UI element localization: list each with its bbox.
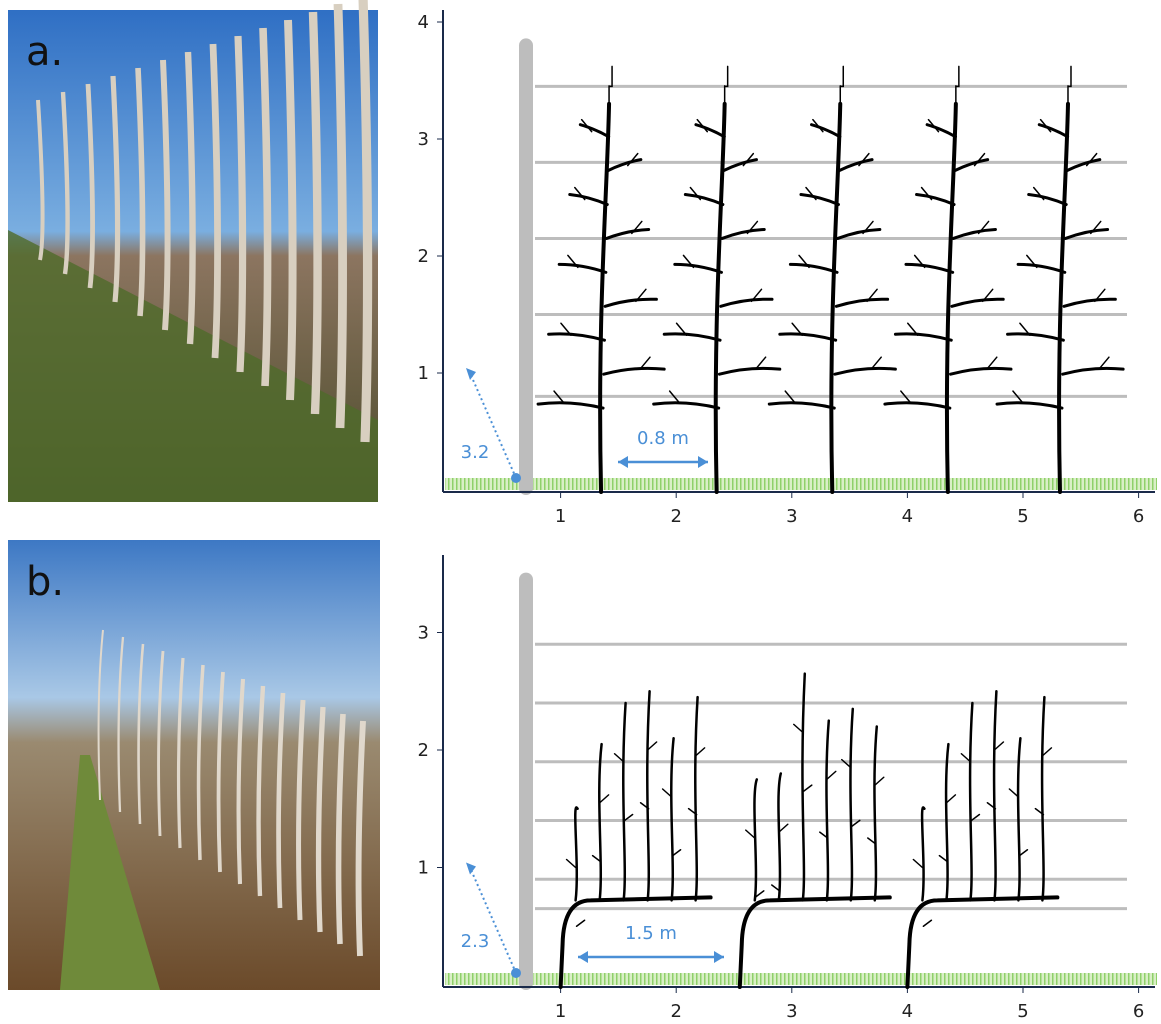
y-tick-label: 4 [418,12,429,33]
tree-branch [769,403,834,408]
height-dot [511,473,521,483]
tree-branch [664,334,720,340]
panel-label: a. [26,29,63,75]
y-tick-label: 3 [418,623,429,644]
x-tick-label: 2 [670,506,681,527]
spacing-label: 0.8 m [637,428,689,449]
tree-branch [754,779,756,900]
tree-branch [1029,195,1067,205]
tree-branch [685,195,723,205]
tree-branch [1042,697,1044,900]
tree-branch [1064,299,1115,306]
tree-branch [778,774,780,901]
tree-branch [675,264,722,272]
tree-branch [605,299,656,306]
tree-branch [721,299,772,306]
y-tick-label: 2 [418,246,429,267]
tree-branch [850,709,852,901]
x-tick-label: 3 [786,506,797,527]
tree-branch [696,125,724,137]
tree-branch [549,334,605,340]
photo-trunk [238,36,243,372]
tree-branch [801,195,839,205]
tree-branch [570,195,608,205]
x-tick-label: 5 [1017,1001,1028,1022]
x-tick-label: 6 [1133,506,1144,527]
arrow-head [466,368,476,380]
y-tick-label: 1 [418,363,429,384]
tree-branch [1008,334,1064,340]
tree-branch [946,744,948,900]
height-arrow [470,868,516,974]
tree-branch [917,195,955,205]
x-tick-label: 4 [902,506,913,527]
tree-branch [790,264,837,272]
tree-branch [559,264,606,272]
tree-branch [906,264,953,272]
tree-branch [812,125,840,137]
tree-branch [690,188,700,200]
height-label: 3.2 [461,442,490,463]
photo-trunk [288,20,293,400]
tree-branch [580,125,608,137]
y-tick-label: 1 [418,858,429,879]
diagrams: 1 2 3 4 5 6 1 2 3 4 3.2 0.8 m 1 2 3 4 5 6 1 2 3 2.3 1.5 m [418,10,1157,1022]
tree-branch [836,299,887,306]
tree-branch [599,744,601,900]
tree-branch [922,188,932,200]
x-tick-label: 4 [902,1001,913,1022]
tree-branch [970,703,972,900]
tree-branch [647,691,649,900]
tree-branch [952,299,1003,306]
tree-branch [885,403,950,408]
tree-branch [719,368,779,374]
tree-branch [604,368,664,374]
tree-branch [806,188,816,200]
tree-branch [826,721,828,901]
x-tick-label: 6 [1133,1001,1144,1022]
tree-branch [927,125,955,137]
tree-branch [802,674,804,901]
photo-b [8,540,380,990]
photo-trunk [313,12,318,414]
x-tick-label: 3 [786,1001,797,1022]
tree-branch [951,368,1011,374]
figure: a. b. 1 2 3 4 5 6 1 2 3 4 3.2 0.8 m 1 2 3 4 5 6 1 2 3 2.3 1.5 … [0,0,1161,1024]
y-tick-label: 2 [418,740,429,761]
tree-branch [654,403,719,408]
tree-branch [623,703,625,900]
tree-branch [695,697,697,900]
panel-label: b. [26,559,64,605]
tree-branch [874,727,876,901]
tree-branch [538,403,603,408]
x-tick-label: 1 [555,1001,566,1022]
arrow-head [466,863,476,875]
tree-branch [835,368,895,374]
tree-branch [1063,368,1123,374]
tree-branch [1018,264,1065,272]
tree-branch [1034,188,1044,200]
tree-branch [994,691,996,900]
tree-branch [895,334,951,340]
height-label: 2.3 [461,931,490,952]
spacing-label: 1.5 m [625,923,677,944]
height-dot [511,968,521,978]
tree-branch [1039,125,1067,137]
y-tick-label: 3 [418,129,429,150]
x-tick-label: 1 [555,506,566,527]
x-tick-label: 2 [670,1001,681,1022]
tree-branch [575,188,585,200]
photo-trunk [263,28,268,386]
tree-branch [997,403,1062,408]
grass [445,478,1157,490]
photo-trunk [363,0,368,442]
x-tick-label: 5 [1017,506,1028,527]
grass [445,973,1157,985]
tree-branch [780,334,836,340]
photo-trunk [338,4,343,428]
